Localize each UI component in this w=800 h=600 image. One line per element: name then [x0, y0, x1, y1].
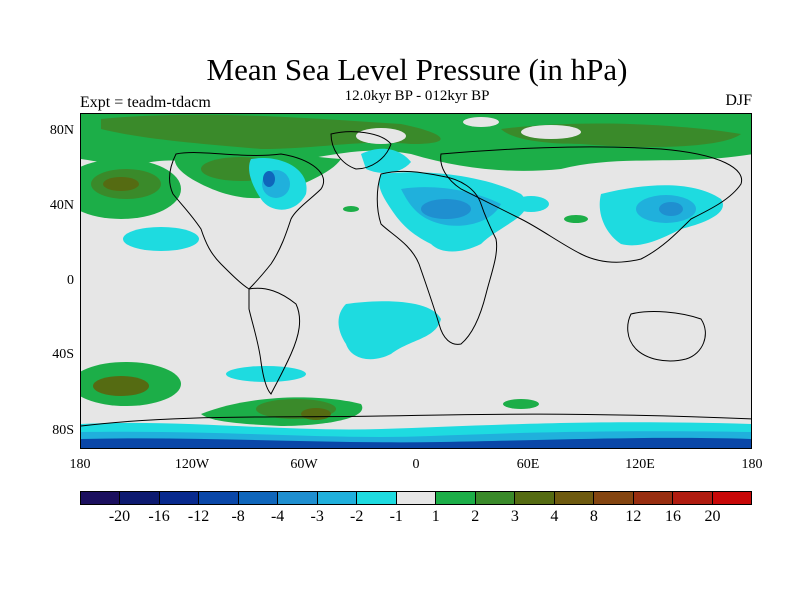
colorbar-swatch: [633, 492, 674, 504]
x-tick-60w: 60W: [290, 457, 318, 472]
north-america-negative-core-2: [263, 171, 275, 187]
pacific-negative-patch: [123, 227, 199, 251]
colorbar-swatch: [396, 492, 437, 504]
arctic-white-patch: [356, 128, 406, 144]
map-canvas: [81, 114, 751, 448]
colorbar-label: 8: [589, 508, 598, 525]
colorbar-label: -20: [108, 508, 131, 525]
colorbar-label: 4: [550, 508, 559, 525]
colorbar-swatch: [81, 492, 121, 504]
antarctic-negative-strong: [81, 437, 751, 448]
colorbar-label: -12: [187, 508, 210, 525]
southern-ocean-positive-2: [503, 399, 539, 409]
colorbar-swatch: [199, 492, 239, 504]
y-tick-80s: 80S: [52, 423, 74, 438]
y-tick-80n: 80N: [49, 123, 74, 138]
south-atlantic-negative-tail: [226, 366, 306, 382]
colorbar-label: -1: [389, 508, 403, 525]
colorbar-label: 20: [704, 508, 721, 525]
pressure-map: [80, 113, 752, 449]
x-tick-60e: 60E: [516, 457, 540, 472]
south-atlantic-negative: [338, 301, 441, 360]
south-pacific-strong: [93, 376, 149, 396]
colorbar-swatch: [436, 492, 476, 504]
colorbar: [80, 491, 752, 505]
arctic-strong-positive: [101, 114, 441, 149]
y-tick-0: 0: [67, 273, 74, 288]
colorbar-swatch: [515, 492, 555, 504]
greenland-negative: [361, 148, 411, 174]
colorbar-label: -4: [270, 508, 285, 525]
colorbar-label: -8: [231, 508, 245, 525]
x-tick-180w: 180: [69, 457, 91, 472]
y-tick-40s: 40S: [52, 347, 74, 362]
colorbar-swatch: [673, 492, 713, 504]
colorbar-swatch: [238, 492, 279, 504]
colorbar-swatch: [357, 492, 397, 504]
x-tick-0: 0: [412, 457, 420, 472]
colorbar-swatch: [594, 492, 634, 504]
colorbar-swatch: [317, 492, 358, 504]
y-tick-40n: 40N: [49, 198, 74, 213]
colorbar-swatch: [120, 492, 160, 504]
page-title: Mean Sea Level Pressure (in hPa): [206, 52, 628, 87]
colorbar-label: -16: [148, 508, 170, 525]
season-label: DJF: [725, 92, 752, 109]
x-tick-180e: 180: [741, 457, 763, 472]
colorbar-swatch: [712, 492, 751, 504]
colorbar-label: -3: [310, 508, 324, 525]
x-tick-120e: 120E: [625, 457, 655, 472]
atlantic-positive-patch: [343, 206, 359, 212]
colorbar-label: 3: [510, 508, 519, 525]
colorbar-label: 12: [625, 508, 642, 525]
colorbar-label: 1: [431, 508, 440, 525]
southern-ocean-core: [301, 408, 331, 420]
x-tick-120w: 120W: [174, 457, 210, 472]
colorbar-swatch: [159, 492, 200, 504]
colorbar-label: -2: [350, 508, 364, 525]
arctic-white-patch-2: [521, 125, 581, 139]
colorbar-swatch: [278, 492, 318, 504]
mediterranean-negative-center: [421, 199, 471, 219]
east-asia-negative-center: [659, 202, 683, 216]
subtitle: 12.0kyr BP - 012kyr BP: [344, 88, 490, 104]
colorbar-label: 16: [664, 508, 681, 525]
colorbar-swatch: [554, 492, 595, 504]
asia-positive-patch: [564, 215, 588, 223]
experiment-label: Expt = teadm-tdacm: [80, 94, 211, 111]
north-pacific-core: [103, 177, 139, 191]
colorbar-label: 2: [471, 508, 480, 525]
middle-east-negative: [513, 196, 549, 212]
colorbar-swatch: [475, 492, 516, 504]
coastlines: [81, 131, 751, 427]
arctic-white-patch-3: [463, 117, 499, 127]
